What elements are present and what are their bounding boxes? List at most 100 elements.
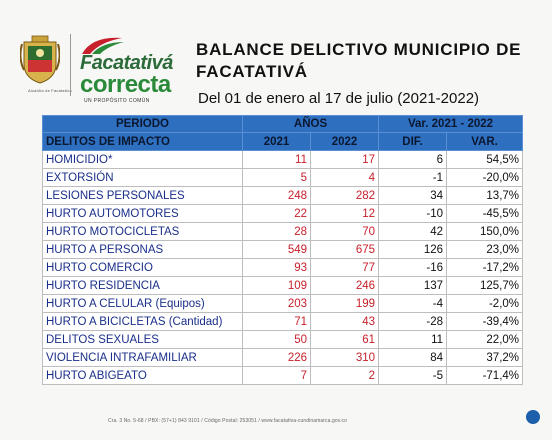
row-name: HURTO A BICICLETAS (Cantidad) [42,312,243,331]
header-periodo: PERIODO [42,115,243,133]
header-anos: AÑOS [241,115,380,133]
header-var-range: Var. 2021 - 2022 [378,115,524,133]
header-2021: 2021 [242,132,311,151]
row-name: VIOLENCIA INTRAFAMILIAR [42,348,243,367]
row-dif: -1 [378,168,448,187]
brand-name-line2: correcta [80,71,171,98]
row-name: HURTO RESIDENCIA [42,276,243,295]
table-row: HOMICIDIO* 11 17 6 54,5% [42,150,524,169]
row-dif: 34 [378,186,448,205]
row-name: HURTO A CELULAR (Equipos) [42,294,243,313]
row-name: HOMICIDIO* [42,150,243,169]
header-dif: DIF. [378,132,448,151]
shield-caption: Alcaldía de Facatativá [28,88,72,93]
row-2021: 71 [242,312,311,331]
row-2022: 246 [309,276,380,295]
row-2022: 61 [309,330,380,349]
row-var: 150,0% [446,222,524,241]
row-2022: 4 [309,168,380,187]
row-2022: 199 [309,294,380,313]
row-2021: 22 [242,204,311,223]
row-2021: 28 [242,222,311,241]
row-2021: 203 [242,294,311,313]
row-2021: 93 [242,258,311,277]
row-2022: 2 [309,366,380,385]
table-row: HURTO A CELULAR (Equipos) 203 199 -4 -2,0% [42,294,524,313]
brand-name-line1: Facatativá [80,52,173,74]
row-var: 37,2% [446,348,524,367]
row-dif: -5 [378,366,448,385]
row-var: -45,5% [446,204,524,223]
document-title-line2: FACATATIVÁ [196,62,308,81]
row-name: LESIONES PERSONALES [42,186,243,205]
row-dif: 137 [378,276,448,295]
row-var: -71,4% [446,366,524,385]
crime-balance-table: PERIODO AÑOS Var. 2021 - 2022 DELITOS DE… [42,115,524,385]
row-2021: 11 [242,150,311,169]
row-dif: -4 [378,294,448,313]
table-header-row-2: DELITOS DE IMPACTO 2021 2022 DIF. VAR. [42,132,524,151]
row-name: HURTO ABIGEATO [42,366,243,385]
table-row: HURTO ABIGEATO 7 2 -5 -71,4% [42,366,524,385]
logo-divider [70,34,71,96]
municipal-shield-icon [20,35,60,84]
row-2021: 7 [242,366,311,385]
row-2022: 43 [309,312,380,331]
row-dif: -16 [378,258,448,277]
row-var: -17,2% [446,258,524,277]
row-2022: 12 [309,204,380,223]
document-title-line1: BALANCE DELICTIVO MUNICIPIO DE [196,40,522,59]
row-2021: 248 [242,186,311,205]
row-2022: 70 [309,222,380,241]
document-subtitle: Del 01 de enero al 17 de julio (2021-202… [198,90,480,107]
row-name: HURTO A PERSONAS [42,240,243,259]
brand-swoosh-icon [82,37,124,54]
header-delitos: DELITOS DE IMPACTO [42,132,243,151]
row-var: 23,0% [446,240,524,259]
row-2022: 77 [309,258,380,277]
row-dif: -28 [378,312,448,331]
table-row: EXTORSIÓN 5 4 -1 -20,0% [42,168,524,187]
row-dif: -10 [378,204,448,223]
table-row: LESIONES PERSONALES 248 282 34 13,7% [42,186,524,205]
row-var: 125,7% [446,276,524,295]
table-header-row-1: PERIODO AÑOS Var. 2021 - 2022 [42,115,524,133]
footer-contact: Cra. 3 No. 5-68 / PBX: (57+1) 843 9101 /… [108,418,347,424]
row-var: 54,5% [446,150,524,169]
row-2022: 282 [309,186,380,205]
footer-badge-icon [526,410,540,424]
row-2021: 226 [242,348,311,367]
table-row: HURTO AUTOMOTORES 22 12 -10 -45,5% [42,204,524,223]
row-var: -2,0% [446,294,524,313]
row-2021: 50 [242,330,311,349]
table-row: HURTO A PERSONAS 549 675 126 23,0% [42,240,524,259]
table-row: VIOLENCIA INTRAFAMILIAR 226 310 84 37,2% [42,348,524,367]
table-row: HURTO RESIDENCIA 109 246 137 125,7% [42,276,524,295]
row-var: 22,0% [446,330,524,349]
row-name: HURTO AUTOMOTORES [42,204,243,223]
row-dif: 42 [378,222,448,241]
table-row: HURTO COMERCIO 93 77 -16 -17,2% [42,258,524,277]
table-body: PERIODO AÑOS Var. 2021 - 2022 DELITOS DE… [42,115,524,385]
brand-logo: Facatativá correcta UN PROPÓSITO COMÚN [78,30,190,104]
table-row: HURTO A BICICLETAS (Cantidad) 71 43 -28 -39,… [42,312,524,331]
row-dif: 84 [378,348,448,367]
row-dif: 126 [378,240,448,259]
row-2022: 675 [309,240,380,259]
row-name: HURTO MOTOCICLETAS [42,222,243,241]
row-dif: 11 [378,330,448,349]
row-2021: 5 [242,168,311,187]
header-var: VAR. [446,132,524,151]
row-var: -20,0% [446,168,524,187]
row-2022: 17 [309,150,380,169]
row-2022: 310 [309,348,380,367]
header-2022: 2022 [309,132,380,151]
row-name: HURTO COMERCIO [42,258,243,277]
row-2021: 109 [242,276,311,295]
row-var: -39,4% [446,312,524,331]
brand-tagline: UN PROPÓSITO COMÚN [84,98,150,104]
row-var: 13,7% [446,186,524,205]
table-row: HURTO MOTOCICLETAS 28 70 42 150,0% [42,222,524,241]
row-2021: 549 [242,240,311,259]
